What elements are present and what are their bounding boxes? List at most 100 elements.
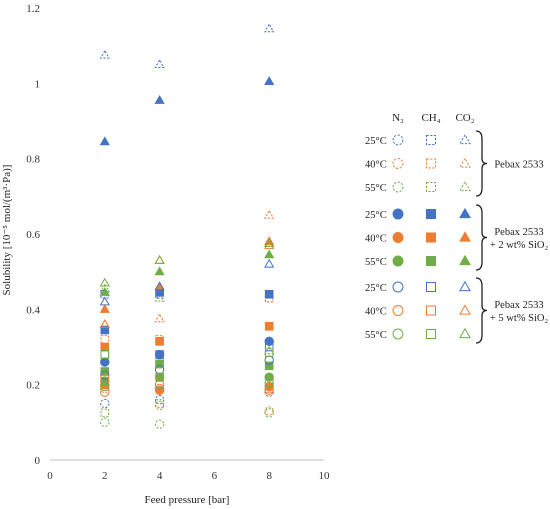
data-point-co2-25c xyxy=(154,59,165,69)
legend-marker-n2-40c xyxy=(392,305,404,316)
data-point-n2-55c xyxy=(264,408,274,418)
x-axis-title: Feed pressure [bar] xyxy=(145,494,230,506)
legend-marker-co2-40c xyxy=(459,304,471,315)
legend-temperature-label: 55°C xyxy=(365,257,387,268)
data-point-co2-25c xyxy=(154,281,165,291)
data-point-ch4-40c xyxy=(155,337,164,346)
legend-temperature-label: 55°C xyxy=(365,330,387,341)
legend-marker-co2-40c xyxy=(459,231,471,242)
legend-marker-ch4-40c xyxy=(426,232,436,243)
data-point-ch4-25c xyxy=(155,350,164,359)
data-point-co2-40c xyxy=(99,319,110,328)
x-tick-label: 8 xyxy=(266,470,272,482)
data-point-n2-25c xyxy=(100,398,110,409)
data-point-ch4-40c xyxy=(264,321,274,331)
data-point-co2-55c xyxy=(154,292,165,302)
data-point-ch4-40c xyxy=(100,342,110,352)
data-point-n2-25c xyxy=(100,357,110,367)
legend-marker-ch4-40c xyxy=(426,305,436,316)
legend-temperature-label: 40°C xyxy=(365,307,387,318)
data-point-co2-40c xyxy=(264,209,275,219)
legend-temperature-label: 40°C xyxy=(365,234,387,245)
x-tick-label: 0 xyxy=(47,470,53,482)
legend: N₂ CH₄ CO₂ 25°C 40°C 55°C Pebax 2533 25°C 40°C 55… xyxy=(365,112,549,344)
legend-temperature-label: 40°C xyxy=(365,160,387,171)
legend-marker-co2-25c xyxy=(459,207,471,219)
legend-gas-header: CH₄ xyxy=(421,112,440,124)
data-point-n2-40c xyxy=(154,383,165,394)
legend-marker-co2-25c xyxy=(459,133,471,145)
data-point-ch4-55c xyxy=(155,359,164,369)
x-tick-label: 4 xyxy=(157,470,163,482)
legend-marker-ch4-25c xyxy=(426,282,436,292)
legend-marker-n2-40c xyxy=(392,158,404,169)
data-point-ch4-55c xyxy=(155,399,164,408)
legend-marker-n2-55c xyxy=(392,255,404,267)
data-point-ch4-55c xyxy=(264,348,274,357)
x-tick-label: 2 xyxy=(102,470,108,482)
legend-marker-co2-55c xyxy=(459,180,471,192)
data-point-co2-55c xyxy=(264,345,275,355)
y-axis-title: Solubility [10⁻⁵ mol/(m³·Pa)] xyxy=(1,165,13,296)
data-point-co2-55c xyxy=(154,255,165,264)
data-point-co2-25c xyxy=(264,23,275,33)
data-point-co2-55c xyxy=(154,266,165,276)
data-point-co2-55c xyxy=(99,287,110,296)
legend-marker-co2-25c xyxy=(459,280,471,292)
data-point-ch4-25c xyxy=(264,342,274,352)
data-marks xyxy=(99,23,275,429)
data-point-n2-25c xyxy=(264,336,274,347)
data-point-n2-25c xyxy=(154,349,165,360)
data-point-co2-25c xyxy=(264,258,275,268)
data-point-ch4-55c xyxy=(100,408,110,418)
legend-marker-n2-25c xyxy=(392,208,404,220)
data-point-co2-55c xyxy=(264,238,275,247)
data-point-n2-55c xyxy=(154,419,165,429)
data-point-n2-55c xyxy=(154,379,165,390)
legend-group-label: Pebax 2533 + 2 wt% SiO₂ xyxy=(490,227,549,251)
data-point-n2-40c xyxy=(154,400,165,411)
data-point-co2-25c xyxy=(99,136,110,146)
y-tick-label: 0.6 xyxy=(26,229,40,241)
data-point-co2-55c xyxy=(99,277,110,287)
legend-temperature-label: 25°C xyxy=(365,283,387,294)
legend-marker-ch4-55c xyxy=(426,256,436,266)
legend-marker-n2-40c xyxy=(392,232,404,243)
legend-marker-ch4-40c xyxy=(426,158,436,169)
y-tick-label: 0.2 xyxy=(26,380,40,392)
data-point-n2-55c xyxy=(100,381,110,392)
legend-brace xyxy=(475,277,488,344)
axes: 0 2 4 6 8 10 0 0.2 0.4 0.6 0.8 1 1.2 xyxy=(26,3,330,482)
data-point-co2-40c xyxy=(99,304,110,313)
legend-brace xyxy=(475,130,488,197)
y-tick-label: 1.2 xyxy=(26,3,40,15)
data-point-ch4-40c xyxy=(100,335,110,344)
legend-marker-ch4-25c xyxy=(426,135,436,145)
legend-gas-header: N₂ xyxy=(392,112,404,124)
legend-temperature-label: 25°C xyxy=(365,136,387,147)
y-tick-label: 0 xyxy=(35,455,41,467)
legend-marker-n2-55c xyxy=(392,328,404,340)
y-tick-label: 0.4 xyxy=(26,304,40,316)
data-point-co2-40c xyxy=(154,313,165,323)
legend-temperature-label: 55°C xyxy=(365,183,387,194)
data-point-n2-40c xyxy=(100,387,110,397)
data-point-co2-25c xyxy=(99,296,110,306)
legend-marker-n2-25c xyxy=(392,281,404,293)
data-point-ch4-55c xyxy=(264,361,274,371)
legend-group-label: Pebax 2533 xyxy=(494,160,543,171)
data-point-ch4-55c xyxy=(100,350,110,359)
data-point-co2-40c xyxy=(154,281,165,291)
data-point-n2-55c xyxy=(264,378,274,388)
legend-marker-ch4-25c xyxy=(426,209,436,219)
data-point-co2-25c xyxy=(154,94,165,104)
legend-marker-co2-55c xyxy=(459,327,471,339)
x-tick-label: 6 xyxy=(212,470,218,482)
data-point-co2-25c xyxy=(264,76,275,85)
data-point-ch4-25c xyxy=(264,289,274,299)
y-tick-label: 0.8 xyxy=(26,154,40,166)
legend-group-label: Pebax 2533 + 5 wt% SiO₂ xyxy=(490,300,549,324)
legend-marker-ch4-55c xyxy=(426,182,436,192)
data-point-ch4-25c xyxy=(100,325,110,335)
